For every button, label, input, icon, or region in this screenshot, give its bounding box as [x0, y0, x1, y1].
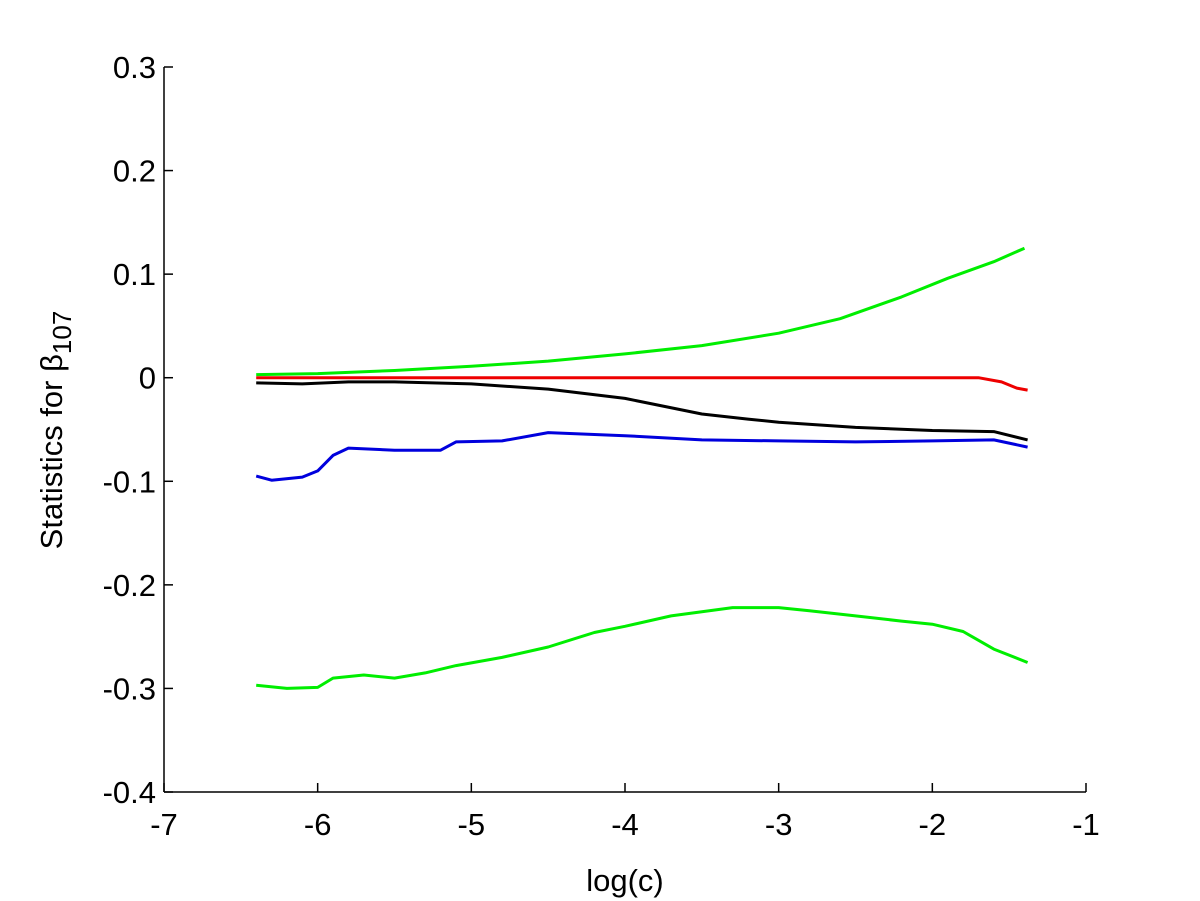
series-line-4 [255, 431, 1028, 482]
x-tick-label: -4 [611, 807, 639, 842]
y-axis-title: Statistics for β107 [34, 311, 77, 550]
y-ticks: -0.4 -0.3 -0.2 -0.1 0 0.1 0.2 0.3 [103, 50, 173, 810]
y-tick-label: -0.1 [103, 464, 156, 499]
x-tick-label: -7 [150, 807, 178, 842]
series-line-1 [256, 246, 1026, 377]
x-axis-title: log(c) [586, 863, 664, 898]
series-line-3 [256, 380, 1028, 442]
y-tick-label: 0.1 [113, 257, 156, 292]
x-tick-label: -3 [765, 807, 793, 842]
x-tick-label: -6 [304, 807, 332, 842]
y-tick-label: 0 [139, 361, 156, 396]
x-tick-label: -2 [919, 807, 947, 842]
series-line-2 [256, 376, 1028, 392]
x-tick-label: -1 [1072, 807, 1100, 842]
y-tick-label: -0.2 [103, 568, 156, 603]
y-tick-label: -0.3 [103, 671, 156, 706]
y-axis-title-subscript: 107 [47, 311, 77, 354]
y-tick-label: 0.2 [113, 154, 156, 189]
x-ticks: -7 -6 -5 -4 -3 -2 -1 [150, 783, 1100, 842]
series-line-5 [256, 606, 1029, 690]
series-group [255, 246, 1029, 690]
y-tick-label: 0.3 [113, 50, 156, 85]
y-tick-label: -0.4 [103, 775, 156, 810]
x-tick-label: -5 [458, 807, 486, 842]
y-axis-title-symbol: β [34, 354, 69, 372]
y-axis-title-text: Statistics for [34, 372, 69, 549]
